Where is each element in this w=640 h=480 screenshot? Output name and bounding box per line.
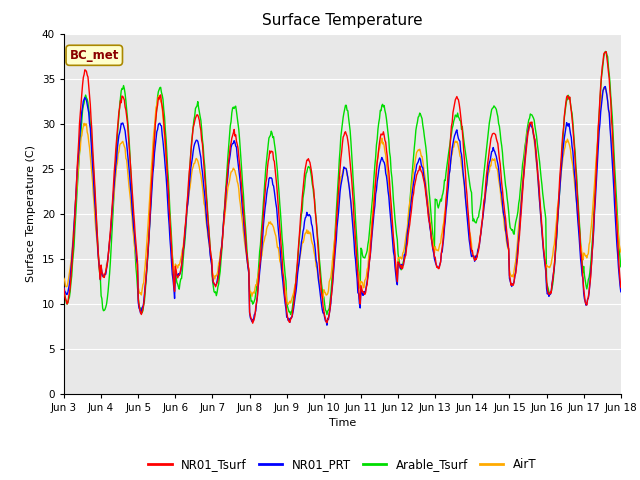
AirT — [206, 249, 214, 254]
X-axis label: Time: Time — [329, 418, 356, 428]
NR01_PRT — [206, 252, 214, 258]
NR01_Tsurf — [335, 188, 342, 193]
NR01_PRT — [182, 216, 190, 222]
AirT — [60, 276, 68, 281]
AirT — [335, 197, 342, 203]
Arable_Tsurf — [182, 220, 190, 226]
NR01_PRT — [335, 209, 342, 215]
NR01_PRT — [617, 289, 625, 295]
NR01_PRT — [444, 191, 451, 197]
NR01_PRT — [602, 84, 609, 89]
Line: AirT: AirT — [64, 87, 621, 304]
NR01_PRT — [323, 322, 331, 328]
Line: Arable_Tsurf: Arable_Tsurf — [64, 51, 621, 314]
AirT — [182, 216, 190, 222]
Title: Surface Temperature: Surface Temperature — [262, 13, 422, 28]
Arable_Tsurf — [444, 157, 451, 163]
Arable_Tsurf — [617, 264, 625, 270]
NR01_PRT — [566, 131, 574, 137]
Line: NR01_Tsurf: NR01_Tsurf — [64, 52, 621, 323]
Arable_Tsurf — [602, 48, 609, 54]
NR01_Tsurf — [249, 320, 257, 326]
Arable_Tsurf — [323, 312, 331, 317]
Y-axis label: Surface Temperature (C): Surface Temperature (C) — [26, 145, 36, 282]
NR01_PRT — [60, 285, 68, 290]
NR01_Tsurf — [60, 286, 68, 291]
NR01_Tsurf — [566, 102, 574, 108]
AirT — [444, 184, 451, 190]
Line: NR01_PRT: NR01_PRT — [64, 86, 621, 325]
NR01_Tsurf — [444, 179, 451, 185]
NR01_PRT — [389, 240, 397, 246]
Arable_Tsurf — [60, 284, 68, 290]
NR01_Tsurf — [389, 221, 397, 227]
Arable_Tsurf — [389, 184, 397, 190]
NR01_Tsurf — [617, 285, 625, 290]
AirT — [600, 84, 607, 90]
AirT — [566, 147, 574, 153]
AirT — [389, 231, 397, 237]
AirT — [284, 301, 292, 307]
NR01_Tsurf — [602, 49, 610, 55]
Arable_Tsurf — [335, 172, 342, 178]
Text: BC_met: BC_met — [70, 49, 119, 62]
Legend: NR01_Tsurf, NR01_PRT, Arable_Tsurf, AirT: NR01_Tsurf, NR01_PRT, Arable_Tsurf, AirT — [143, 454, 541, 476]
NR01_Tsurf — [206, 245, 214, 251]
AirT — [617, 249, 625, 255]
Arable_Tsurf — [566, 101, 574, 107]
Arable_Tsurf — [206, 246, 214, 252]
NR01_Tsurf — [182, 214, 190, 219]
